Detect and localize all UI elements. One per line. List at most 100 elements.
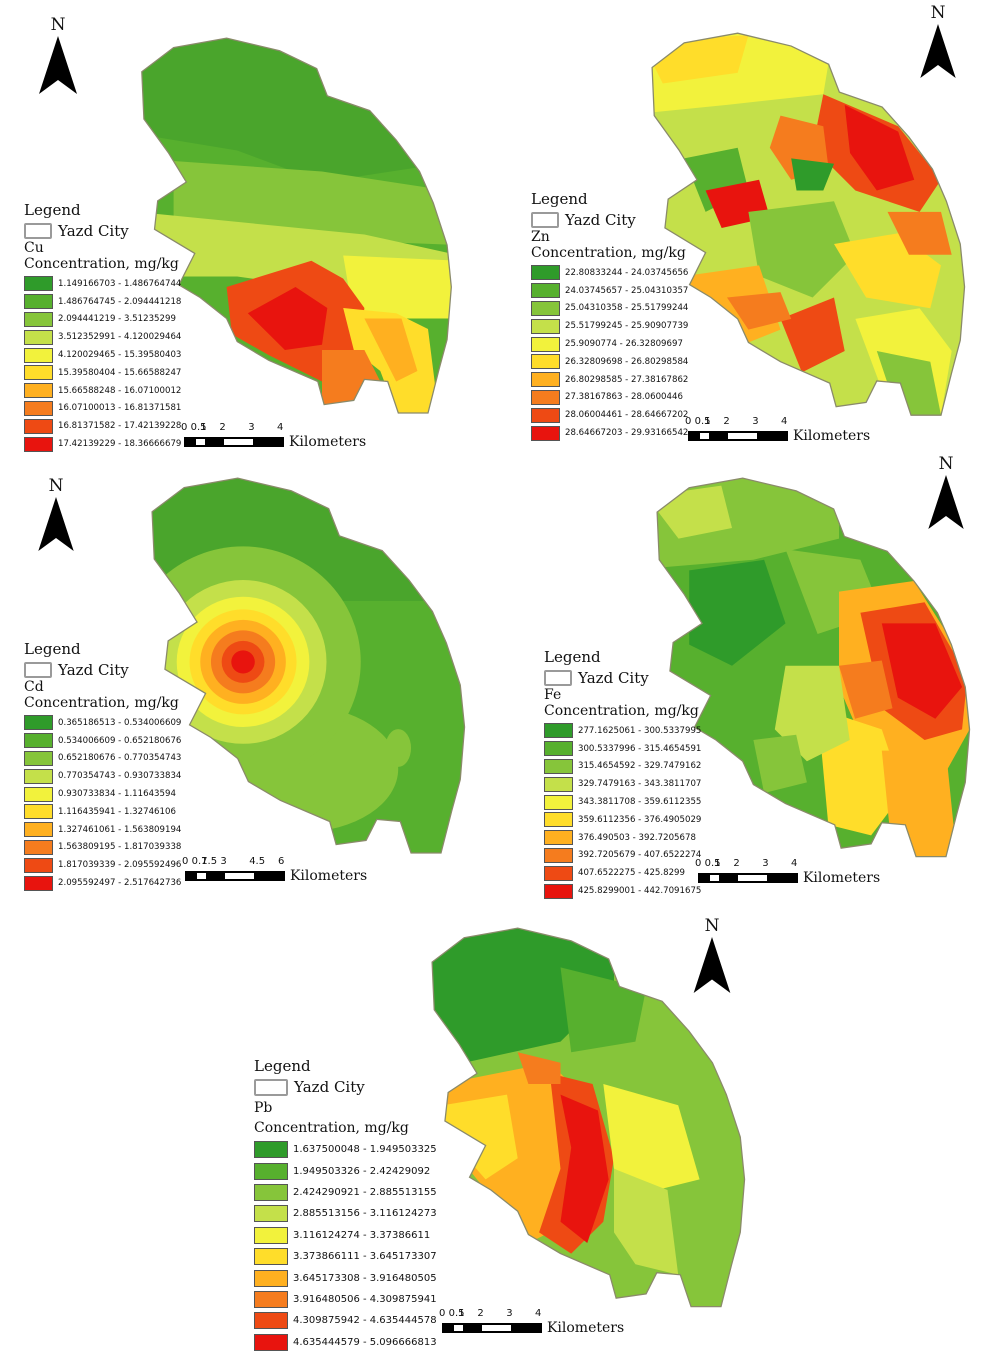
scale-tick-label: 0	[181, 422, 188, 433]
legend-class-label: 3.645173308 - 3.916480505	[293, 1272, 437, 1284]
legend-cu: Legend Yazd City Cu Concentration, mg/kg…	[24, 201, 181, 453]
scale-segment	[205, 439, 225, 445]
legend-class-row: 315.4654592 - 329.7479162	[544, 758, 701, 776]
legend-color-swatch	[531, 407, 560, 423]
scale-segment	[196, 873, 207, 879]
legend-class-row: 28.06004461 - 28.64667202	[531, 406, 688, 424]
north-arrow-icon	[39, 36, 77, 94]
legend-color-swatch	[24, 294, 53, 310]
legend-class-label: 28.06004461 - 28.64667202	[565, 410, 689, 421]
legend-class-label: 0.930733834 - 1.11643594	[58, 789, 176, 800]
legend-color-swatch	[24, 715, 53, 731]
legend-class-label: 15.39580404 - 15.66588247	[58, 367, 182, 378]
city-outline-swatch	[24, 662, 52, 678]
legend-color-swatch	[24, 822, 53, 838]
legend-class-row: 3.645173308 - 3.916480505	[254, 1267, 437, 1288]
legend-class-label: 2.094441219 - 3.51235299	[58, 314, 176, 325]
scale-tick-label: 0.5	[704, 858, 721, 869]
legend-class-label: 329.7479163 - 343.3811707	[578, 779, 702, 790]
legend-class-label: 4.635444579 - 5.096666813	[293, 1336, 437, 1348]
legend-metal: Fe	[544, 687, 562, 703]
scale-tick-label: 0	[695, 858, 702, 869]
legend-class-row: 1.327461061 - 1.563809194	[24, 821, 181, 839]
scale-tick-label: 2	[723, 416, 730, 427]
north-arrow-icon	[928, 475, 964, 529]
legend-class-row: 17.42139229 - 18.36666679	[24, 435, 181, 453]
legend-class-label: 1.486764745 - 2.094441218	[58, 296, 182, 307]
legend-class-row: 24.03745657 - 25.04310357	[531, 282, 688, 300]
legend-color-swatch	[254, 1226, 288, 1244]
legend-class-label: 376.490503 - 392.7205678	[578, 832, 696, 843]
scale-tick-label: 3	[248, 422, 255, 433]
scale-segment	[225, 873, 255, 879]
scale-segment	[719, 875, 739, 881]
legend-color-swatch	[24, 786, 53, 802]
legend-color-swatch	[24, 839, 53, 855]
legend-class-row: 0.930733834 - 1.11643594	[24, 785, 181, 803]
scale-tick-label: 3	[762, 858, 769, 869]
city-label: Yazd City	[58, 222, 129, 240]
legend-color-swatch	[24, 276, 53, 292]
north-letter: N	[48, 476, 64, 496]
scale-segment	[757, 433, 786, 439]
scale-segment	[511, 1325, 540, 1331]
legend-color-swatch	[544, 758, 573, 774]
legend-class-row: 2.095592497 - 2.517642736	[24, 874, 181, 892]
legend-class-row: 2.424290921 - 2.885513155	[254, 1182, 437, 1203]
scale-segment	[253, 439, 282, 445]
legend-class-label: 407.6522275 - 425.8299	[578, 868, 685, 879]
map-panel-pb: N Legend Yazd City Pb Concentration, mg/…	[240, 910, 760, 1360]
legend-class-label: 16.07100013 - 16.81371581	[58, 403, 182, 414]
legend-class-label: 2.885513156 - 3.116124273	[293, 1208, 437, 1220]
legend-color-swatch	[254, 1333, 288, 1351]
scale-tick-label: 0	[182, 856, 189, 867]
scale-tick-label: 0.7	[191, 856, 208, 867]
scale-segment	[767, 875, 796, 881]
legend-class-label: 3.373866111 - 3.645173307	[293, 1251, 437, 1263]
scale-bar-pb: 0 0.5 1 2 3 4 Kilometers	[439, 1308, 624, 1336]
legend-class-row: 0.770354743 - 0.930733834	[24, 767, 181, 785]
legend-color-swatch	[24, 347, 53, 363]
legend-class-label: 4.120029465 - 15.39580403	[58, 350, 182, 361]
legend-class-label: 1.149166703 - 1.486764744	[58, 278, 182, 289]
choropleth-map-cu	[141, 37, 452, 414]
scale-unit-label: Kilometers	[802, 870, 881, 886]
scale-segment	[453, 1325, 464, 1331]
legend-class-label: 22.80833244 - 24.03745656	[565, 267, 689, 278]
legend-class-label: 1.637500048 - 1.949503325	[293, 1144, 437, 1156]
legend-city-entry: Yazd City	[24, 222, 181, 240]
scale-bar-fe: 0 0.5 1 2 3 4 Kilometers	[695, 858, 881, 886]
legend-class-label: 0.534006609 - 0.652180676	[58, 735, 182, 746]
north-letter: N	[50, 15, 66, 35]
legend-class-label: 0.365186513 - 0.534006609	[58, 717, 182, 728]
legend-title: Legend	[24, 201, 81, 219]
scale-tick-label: 0.5	[448, 1308, 465, 1319]
legend-color-swatch	[531, 336, 560, 352]
scale-segment	[195, 439, 206, 445]
scale-tick-label: 0.5	[694, 416, 711, 427]
legend-color-swatch	[531, 300, 560, 316]
legend-classes: 1.149166703 - 1.486764744 1.486764745 - 2…	[24, 275, 181, 453]
city-label: Yazd City	[294, 1078, 365, 1096]
legend-class-row: 22.80833244 - 24.03745656	[531, 264, 688, 282]
scale-bar-graphic	[185, 871, 285, 881]
legend-class-label: 25.9090774 - 26.32809697	[565, 339, 683, 350]
legend-title: Legend	[531, 190, 588, 208]
legend-color-swatch	[24, 857, 53, 873]
legend-city-entry: Yazd City	[254, 1078, 437, 1096]
legend-city-entry: Yazd City	[544, 669, 701, 687]
legend-class-row: 1.563809195 - 1.817039338	[24, 839, 181, 857]
scale-unit-label: Kilometers	[792, 428, 871, 444]
legend-unit: Concentration, mg/kg	[531, 245, 686, 261]
legend-class-label: 28.64667203 - 29.93166542	[565, 428, 689, 439]
legend-class-label: 2.424290921 - 2.885513155	[293, 1186, 437, 1198]
scale-segment	[187, 873, 197, 879]
scale-tick-label: 4	[277, 422, 284, 433]
legend-class-row: 4.309875942 - 4.635444578	[254, 1310, 437, 1331]
map-panel-cu: N Legend Yazd City Cu Concentration, mg/…	[0, 0, 500, 460]
north-arrow-zn: N	[918, 4, 958, 78]
legend-color-swatch	[531, 372, 560, 388]
north-arrow-fe: N	[926, 455, 966, 529]
map-panel-zn: N Legend Yazd City Zn Concentration, mg/…	[500, 0, 1000, 460]
legend-color-swatch	[254, 1269, 288, 1287]
